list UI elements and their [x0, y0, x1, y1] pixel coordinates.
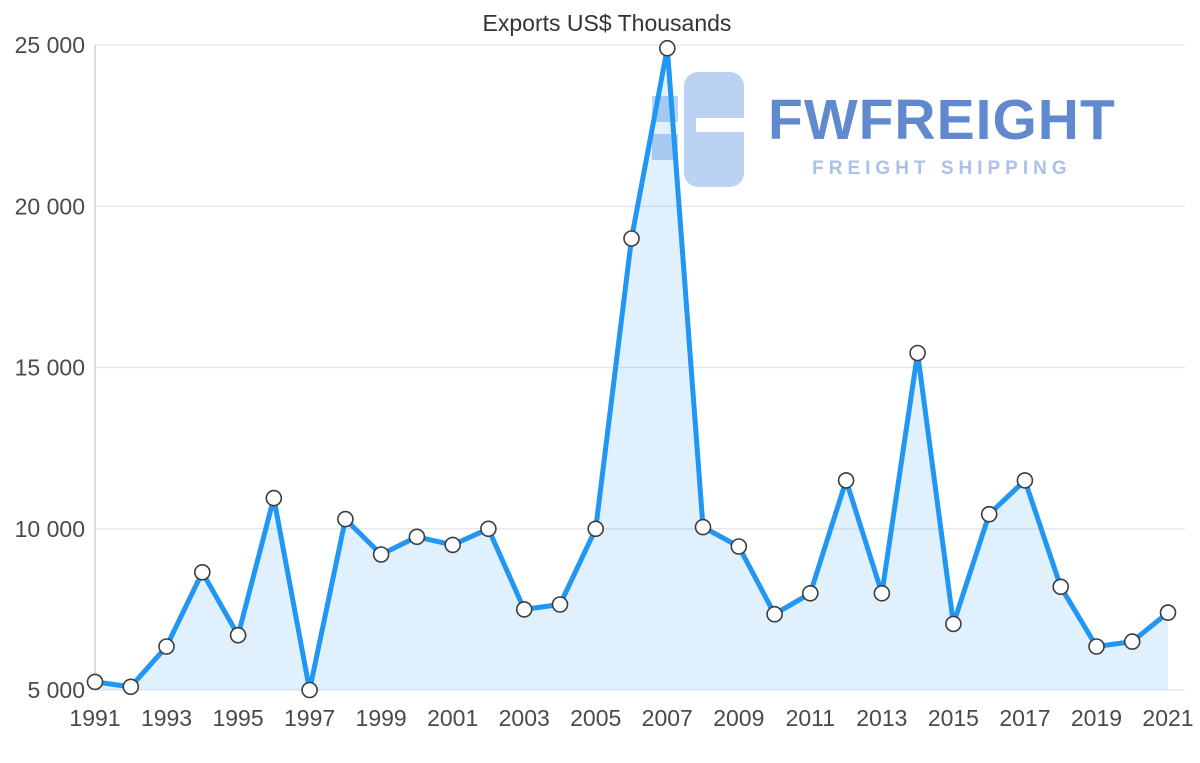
x-axis-tick-label: 2017 — [999, 705, 1050, 731]
y-axis-tick-label: 15 000 — [15, 355, 85, 381]
data-point-marker — [1052, 578, 1069, 596]
data-point-marker — [265, 489, 283, 507]
area-fill — [95, 48, 1168, 690]
x-axis-tick-label: 2003 — [499, 705, 550, 731]
data-point-marker — [587, 520, 605, 538]
data-point-marker — [658, 39, 676, 57]
data-point-marker — [301, 681, 318, 699]
x-axis-tick-label: 2019 — [1071, 705, 1122, 731]
x-axis-tick-label: 1993 — [141, 705, 192, 731]
data-point-marker — [623, 230, 640, 247]
data-point-marker — [1088, 638, 1105, 655]
data-point-marker — [229, 626, 247, 644]
data-point-marker — [408, 528, 426, 546]
data-point-marker — [837, 472, 855, 489]
x-axis-tick-label: 2021 — [1142, 705, 1193, 731]
chart-title: Exports US$ Thousands — [483, 10, 732, 36]
y-axis-tick-label: 5 000 — [27, 677, 85, 703]
data-point-marker — [372, 546, 390, 563]
data-point-marker — [945, 615, 962, 633]
x-axis-tick-label: 1999 — [356, 705, 407, 731]
data-point-marker — [730, 538, 748, 555]
x-axis-tick-label: 2015 — [928, 705, 979, 731]
data-point-marker — [766, 605, 783, 623]
y-axis-tick-label: 25 000 — [15, 32, 85, 58]
data-point-marker — [158, 638, 175, 655]
data-point-marker — [86, 673, 104, 691]
x-axis-tick-label: 2009 — [713, 705, 764, 731]
data-point-marker — [1159, 604, 1177, 621]
data-point-marker — [1123, 633, 1141, 650]
data-point-marker — [122, 678, 140, 696]
x-axis-tick-label: 1997 — [284, 705, 335, 731]
data-point-marker — [1016, 472, 1034, 489]
data-point-marker — [551, 596, 569, 613]
data-point-marker — [801, 584, 819, 602]
data-point-marker — [694, 518, 712, 536]
x-axis-tick-label: 2011 — [786, 705, 835, 731]
x-axis-tick-label: 2001 — [427, 705, 478, 731]
x-axis-tick-label: 1991 — [69, 705, 120, 731]
data-point-marker — [909, 344, 926, 362]
data-point-marker — [515, 601, 533, 618]
data-point-marker — [980, 505, 998, 523]
x-axis-tick-label: 2013 — [856, 705, 907, 731]
data-point-marker — [480, 520, 497, 538]
data-point-marker — [873, 584, 891, 602]
x-axis-tick-label: 1995 — [212, 705, 263, 731]
data-point-marker — [337, 510, 354, 528]
chart-plot-area: 5 000 10 000 15 000 20 000 25 000 1991 1993 199… — [15, 32, 1194, 731]
y-axis-tick-label: 10 000 — [15, 516, 85, 542]
x-axis-tick-label: 2005 — [570, 705, 621, 731]
data-point-marker — [194, 563, 211, 581]
data-point-marker — [444, 536, 462, 554]
x-axis-tick-label: 2007 — [642, 705, 693, 731]
y-axis-tick-label: 20 000 — [15, 193, 85, 219]
